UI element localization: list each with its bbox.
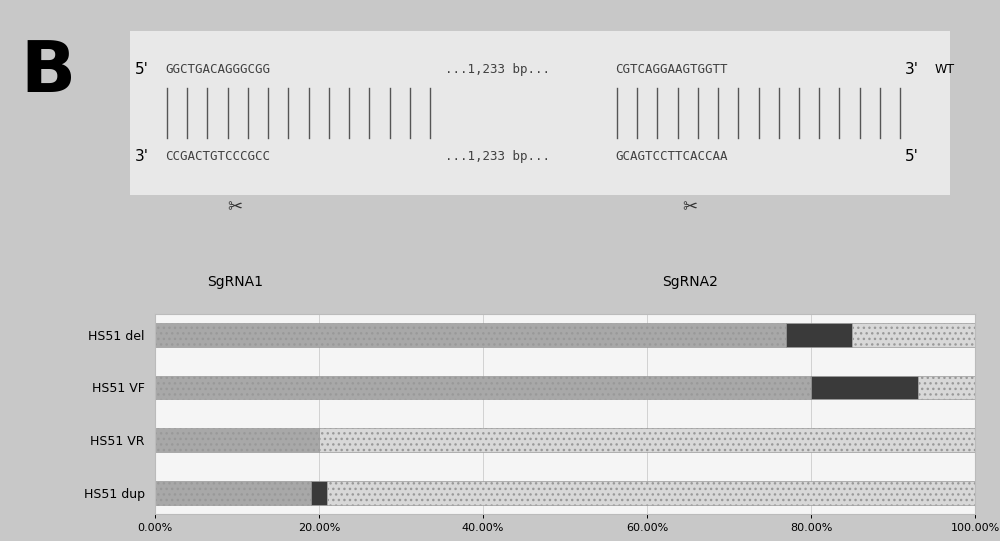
Text: GGCTGACAGGGCGG: GGCTGACAGGGCGG	[165, 63, 270, 76]
Text: WT: WT	[935, 63, 955, 76]
Text: ✂: ✂	[682, 198, 698, 216]
Bar	[130, 31, 950, 195]
Bar	[155, 428, 319, 452]
Bar	[811, 375, 918, 399]
Text: 3': 3'	[135, 149, 149, 164]
Text: 5': 5'	[135, 62, 149, 76]
Bar	[155, 481, 311, 505]
Bar	[852, 323, 975, 347]
Bar	[319, 428, 975, 452]
Text: SgRNA1: SgRNA1	[207, 275, 263, 289]
Bar	[311, 481, 327, 505]
Bar	[155, 375, 811, 399]
Bar	[918, 375, 975, 399]
Text: GCAGTCCTTCACCAA: GCAGTCCTTCACCAA	[615, 150, 728, 163]
Bar	[786, 323, 852, 347]
Text: ...1,233 bp...: ...1,233 bp...	[445, 63, 550, 76]
Text: ...1,233 bp...: ...1,233 bp...	[445, 150, 550, 163]
Text: CCGACTGTCCCGCC: CCGACTGTCCCGCC	[165, 150, 270, 163]
Text: B: B	[20, 38, 75, 107]
Text: 5': 5'	[905, 149, 919, 164]
Bar	[327, 481, 975, 505]
Text: 3': 3'	[905, 62, 919, 76]
Text: SgRNA2: SgRNA2	[662, 275, 718, 289]
Bar	[155, 323, 786, 347]
Text: ✂: ✂	[227, 198, 243, 216]
Text: CGTCAGGAAGTGGTT: CGTCAGGAAGTGGTT	[615, 63, 728, 76]
